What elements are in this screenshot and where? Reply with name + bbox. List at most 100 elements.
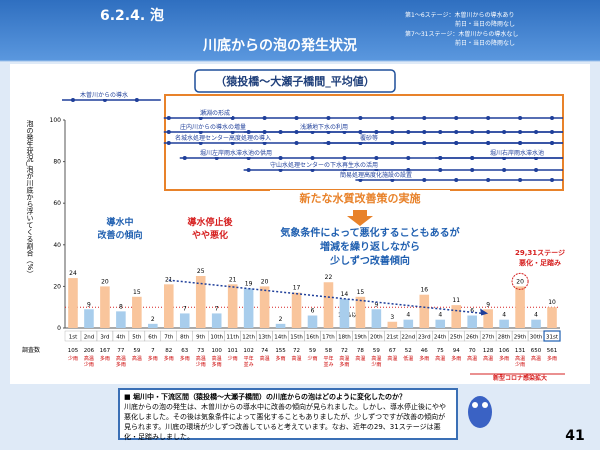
measure-dot — [294, 116, 299, 120]
measure-dot — [454, 141, 459, 145]
condition: 高温 — [131, 356, 142, 362]
value-label: 20 — [101, 278, 109, 285]
value-label: 3 — [390, 314, 394, 321]
condition: 多雨 — [275, 356, 286, 362]
trend-line — [168, 279, 484, 315]
x-tick-label: 31st — [546, 335, 559, 341]
measure-dot — [326, 116, 331, 120]
x-tick-label: 18th — [338, 335, 351, 341]
x-tick-label: 7th — [164, 335, 174, 341]
condition: 平年並み — [243, 356, 254, 368]
condition: 高温多雨 — [115, 356, 126, 368]
count-value: 73 — [197, 348, 204, 354]
condition: 多雨 — [163, 356, 174, 362]
x-tick-label: 20th — [370, 335, 383, 341]
value-label: 4 — [438, 312, 442, 319]
count-value: 78 — [357, 348, 364, 354]
bar — [68, 278, 78, 328]
count-value: 100 — [211, 348, 222, 354]
count-value: 59 — [373, 348, 380, 354]
x-tick-label: 4th — [116, 335, 126, 341]
bar — [419, 294, 430, 328]
value-label: 17 — [293, 285, 301, 292]
note: 前日・当日の降雨なし — [455, 20, 515, 28]
measure-dot — [374, 156, 379, 160]
measure-dot — [422, 141, 427, 145]
bar — [451, 305, 461, 328]
arrow — [347, 210, 373, 226]
bar — [547, 307, 557, 328]
x-tick-label: 30th — [530, 335, 543, 341]
value-label: 20 — [516, 278, 524, 285]
condition: 高温 — [435, 356, 446, 362]
value-label: 6 — [311, 308, 315, 315]
measure-dot — [166, 130, 171, 134]
summary-body: 川底からの泡の発生は、木曽川からの導水中に改善の傾向が見られました。しかし、導水… — [124, 403, 446, 441]
value-label: 20 — [261, 278, 269, 285]
annotation: 増減を繰り返しながら — [320, 240, 420, 253]
bar — [291, 292, 302, 328]
summary-heading: ■ 堀川中・下流区間（猿投橋～大瀬子橋間）の川底からの泡はどのように変化したのか… — [124, 393, 407, 401]
annotation: 改善の傾向 — [97, 229, 142, 241]
value-label: 4 — [406, 312, 410, 319]
count-value: 63 — [181, 348, 188, 354]
condition: 多雨 — [547, 356, 558, 362]
annotation: 新たな水質改善策の実施 — [300, 191, 421, 205]
x-tick-label: 22nd — [401, 335, 415, 341]
measure-dot — [486, 116, 491, 120]
measure-dot — [422, 116, 427, 120]
note: 第7～31ステージ：木曽川からの導水なし — [405, 30, 518, 38]
measure-dot — [550, 141, 555, 145]
count-value: 206 — [84, 348, 95, 354]
annotation: 29,31ステージ — [515, 249, 565, 257]
measure-label-bg — [298, 123, 350, 131]
condition: 高温 — [259, 356, 270, 362]
measure-dot — [342, 156, 347, 160]
measure-dot — [310, 156, 315, 160]
y-tick-label: 0 — [57, 325, 61, 332]
bar — [132, 296, 142, 328]
condition: 高温 — [387, 356, 398, 362]
measure-dot — [358, 116, 363, 120]
bar — [164, 284, 174, 328]
section-title: 6.2.4. 泡 — [100, 7, 164, 24]
condition: 高温多雨 — [339, 356, 350, 368]
condition: 多雨 — [499, 356, 510, 362]
count-value: 7 — [151, 348, 155, 354]
measure-dot — [502, 168, 507, 172]
value-label: 8 — [119, 303, 123, 310]
measure-dot — [390, 116, 395, 120]
x-tick-label: 12th — [242, 335, 255, 341]
condition: 高温 — [531, 356, 542, 362]
x-tick-label: 11th — [226, 335, 239, 341]
threshold-label: 10%以下 — [338, 312, 363, 319]
annotation: 導水停止後 — [187, 216, 233, 228]
x-tick-box — [543, 330, 561, 342]
count-value: 101 — [227, 348, 238, 354]
measure-dot — [486, 178, 491, 182]
measure-dot — [454, 178, 459, 182]
bar — [435, 319, 446, 328]
value-label: 15 — [357, 289, 365, 296]
measure-dot — [438, 168, 443, 172]
bar — [148, 323, 158, 328]
condition: 多雨 — [451, 356, 462, 362]
bar — [355, 296, 366, 328]
bar — [323, 282, 334, 328]
measure-dot — [406, 130, 411, 134]
count-value: 58 — [325, 348, 332, 354]
x-tick-label: 1st — [69, 335, 78, 341]
bar — [371, 309, 382, 328]
bar — [387, 321, 398, 328]
measure-label-bg — [173, 134, 273, 142]
bar — [339, 298, 350, 328]
measure-label-bg — [198, 109, 232, 117]
measure-dot — [454, 116, 459, 120]
condition: 高温 — [467, 356, 478, 362]
count-value: 82 — [165, 348, 172, 354]
count-label: 調査数 — [22, 346, 40, 354]
measure-dot — [390, 141, 395, 145]
x-tick-label: 15th — [290, 335, 303, 341]
condition: 少雨 — [67, 356, 78, 362]
